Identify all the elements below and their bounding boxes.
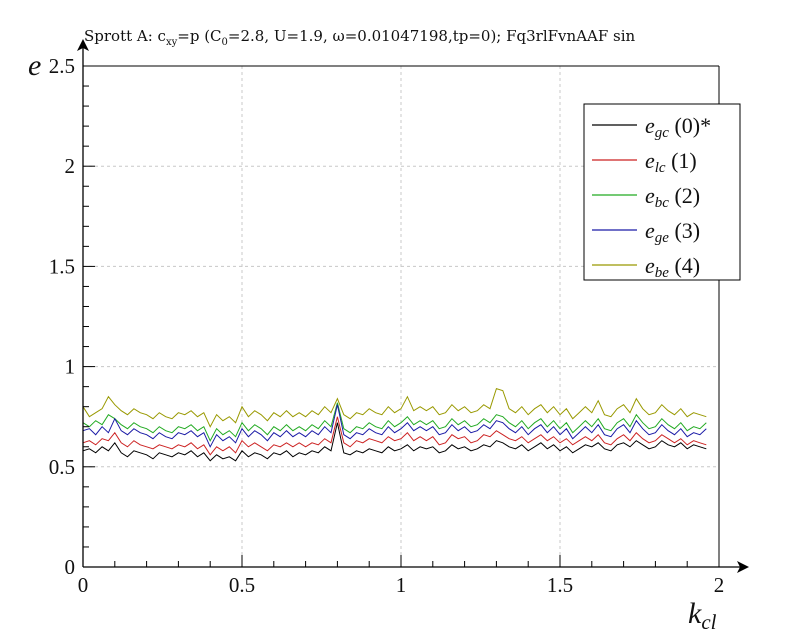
series-line-bc [82,402,707,442]
y-tick-label: 0 [65,555,76,579]
series-line-lc [82,416,707,456]
x-axis-arrow-icon [737,561,749,573]
tick-labels: 0 0.5 1 1.5 2 0 0.5 1 1.5 2 2.5 [49,54,725,597]
y-tick-label: 1.5 [49,254,75,278]
chart-title: Sprott A: cxy=p (C0=2.8, U=1.9, ω=0.0104… [84,27,636,48]
x-tick-label: 0.5 [229,573,255,597]
series-line-gc [82,422,707,462]
y-axis-label: e [28,49,41,82]
series-line-be [82,387,707,428]
legend-label: ebe (4) [645,253,700,281]
y-tick-label: 2 [65,154,76,178]
y-axis-arrow-icon [77,39,89,51]
legend: egc (0)* elc (1) ebc (2) ege (3) ebe (4) [583,103,741,281]
series-layer [82,387,707,462]
legend-box [583,103,741,281]
y-tick-label: 1 [65,355,76,379]
x-axis-label: kcl [688,597,717,633]
axes [77,39,749,573]
x-tick-label: 2 [714,573,725,597]
legend-label: egc (0)* [645,113,711,141]
x-tick-label: 1 [396,573,407,597]
y-tick-label: 2.5 [49,54,75,78]
legend-label: elc (1) [645,148,697,176]
legend-label: ege (3) [645,218,700,246]
y-tick-label: 0.5 [49,455,75,479]
x-tick-label: 1.5 [547,573,573,597]
series-line-ge [82,404,707,448]
x-tick-label: 0 [78,573,89,597]
legend-label: ebc (2) [645,183,700,211]
